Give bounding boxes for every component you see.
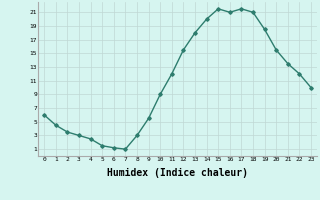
X-axis label: Humidex (Indice chaleur): Humidex (Indice chaleur) bbox=[107, 168, 248, 178]
